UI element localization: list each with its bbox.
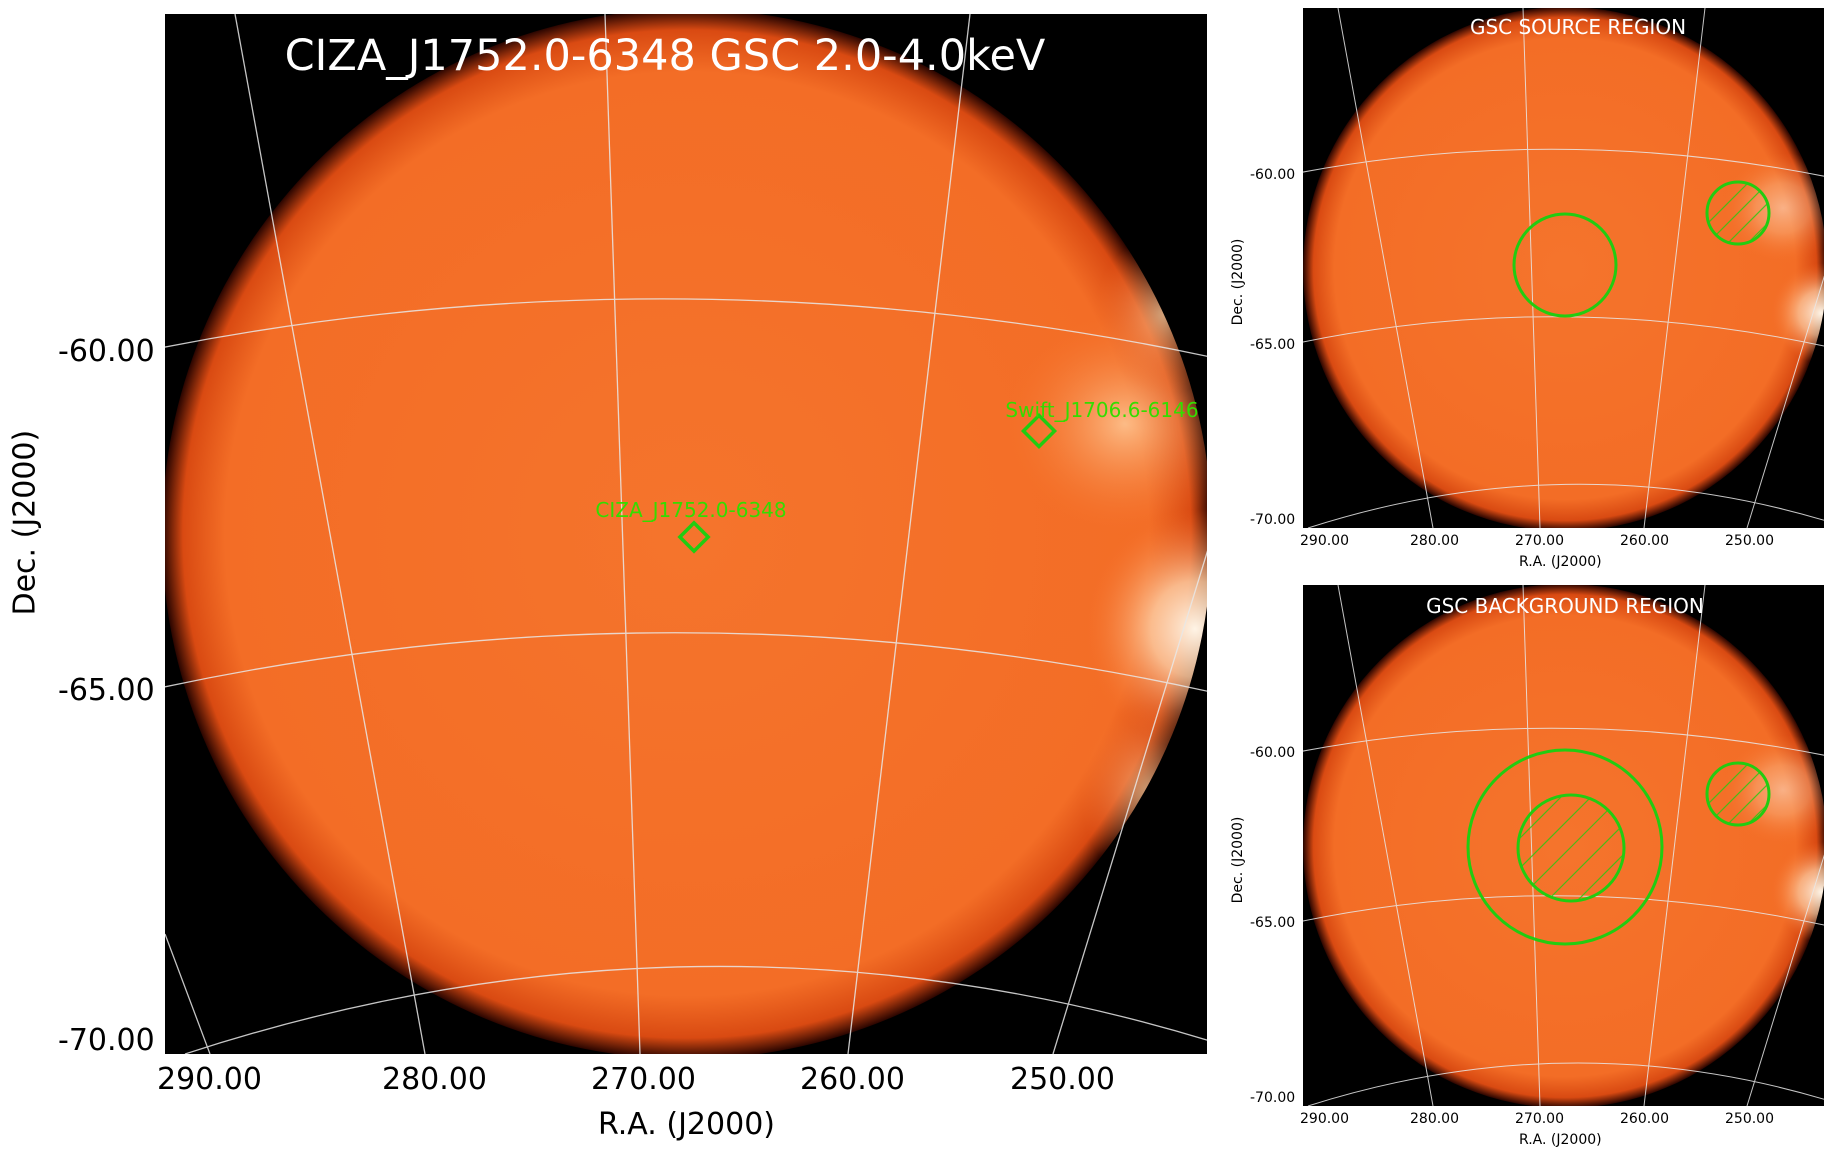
xtick-label: 250.00 <box>1725 533 1774 549</box>
bright-patch <box>1085 509 1207 749</box>
background-region-svg: GSC BACKGROUND REGION <box>1303 585 1824 1106</box>
y-axis-title: Dec. (J2000) <box>1230 238 1246 326</box>
x-axis-title: R.A. (J2000) <box>1519 554 1602 570</box>
xtick-label: 270.00 <box>591 1062 696 1097</box>
sky-disk <box>1303 585 1824 1106</box>
dec-gridline <box>184 965 1207 1054</box>
xtick-label: 260.00 <box>800 1062 905 1097</box>
x-axis-title: R.A. (J2000) <box>598 1107 775 1142</box>
dec-gridline <box>165 632 1207 692</box>
ra-gridline <box>1052 550 1207 1054</box>
xtick-label: 280.00 <box>1410 1111 1459 1127</box>
source-marker-swift <box>1020 412 1058 450</box>
coordinate-grid <box>165 14 1207 1054</box>
ytick-label: -65.00 <box>1250 915 1296 931</box>
source-marker-ciza <box>677 520 711 554</box>
y-axis-title: Dec. (J2000) <box>1230 816 1246 904</box>
bright-patch <box>1723 735 1824 845</box>
source-region-svg: GSC SOURCE REGION <box>1303 8 1824 528</box>
ra-gridline <box>847 14 971 1054</box>
xtick-label: 280.00 <box>1410 533 1459 549</box>
ytick-label: -70.00 <box>1250 1090 1296 1106</box>
ra-gridline <box>165 933 211 1054</box>
source-label-swift: Swift_J1706.6-6146 <box>1005 398 1198 422</box>
source-region-circle <box>1512 212 1618 318</box>
xtick-label: 270.00 <box>1515 1111 1564 1127</box>
excluded-source-circle <box>1705 761 1771 827</box>
bright-patch <box>1771 842 1824 942</box>
xtick-label: 290.00 <box>1300 1111 1349 1127</box>
source-region-title: GSC SOURCE REGION <box>1470 15 1686 39</box>
xtick-label: 250.00 <box>1725 1111 1774 1127</box>
excluded-source-circle <box>1705 180 1771 246</box>
main-title: CIZA_J1752.0-6348 GSC 2.0-4.0keV <box>285 31 1046 81</box>
xtick-label: 290.00 <box>1300 533 1349 549</box>
xtick-label: 290.00 <box>157 1062 262 1097</box>
ytick-label: -70.00 <box>58 1023 155 1058</box>
sky-disk <box>1303 8 1824 528</box>
background-region-title: GSC BACKGROUND REGION <box>1426 594 1704 618</box>
coordinate-grid <box>1303 585 1824 1106</box>
ra-gridline <box>604 14 641 1054</box>
ytick-label: -70.00 <box>1250 512 1296 528</box>
bright-patch <box>1771 263 1824 363</box>
ytick-label: -60.00 <box>1250 167 1296 183</box>
xtick-label: 280.00 <box>382 1062 487 1097</box>
background-region-image: GSC BACKGROUND REGION <box>1303 585 1824 1106</box>
main-sky-svg: Swift_J1706.6-6146 CIZA_J1752.0-6348 CIZ… <box>165 14 1207 1054</box>
ra-gridline <box>234 14 426 1054</box>
sky-disk <box>165 14 1207 1054</box>
source-region-image: GSC SOURCE REGION <box>1303 8 1824 528</box>
ytick-label: -60.00 <box>58 334 155 369</box>
background-annulus-inner <box>1516 793 1626 903</box>
dec-gridline <box>165 298 1207 357</box>
ytick-label: -65.00 <box>58 673 155 708</box>
xtick-label: 260.00 <box>1620 1111 1669 1127</box>
y-axis-title: Dec. (J2000) <box>7 429 43 616</box>
source-markers <box>677 412 1058 554</box>
source-label-ciza: CIZA_J1752.0-6348 <box>595 498 786 522</box>
x-axis-title: R.A. (J2000) <box>1519 1132 1602 1148</box>
background-annulus-outer <box>1466 748 1664 946</box>
xtick-label: 250.00 <box>1010 1062 1115 1097</box>
ytick-label: -60.00 <box>1250 745 1296 761</box>
ytick-label: -65.00 <box>1250 337 1296 353</box>
xtick-label: 270.00 <box>1515 533 1564 549</box>
xtick-label: 260.00 <box>1620 533 1669 549</box>
main-sky-image: Swift_J1706.6-6146 CIZA_J1752.0-6348 CIZ… <box>165 14 1207 1054</box>
